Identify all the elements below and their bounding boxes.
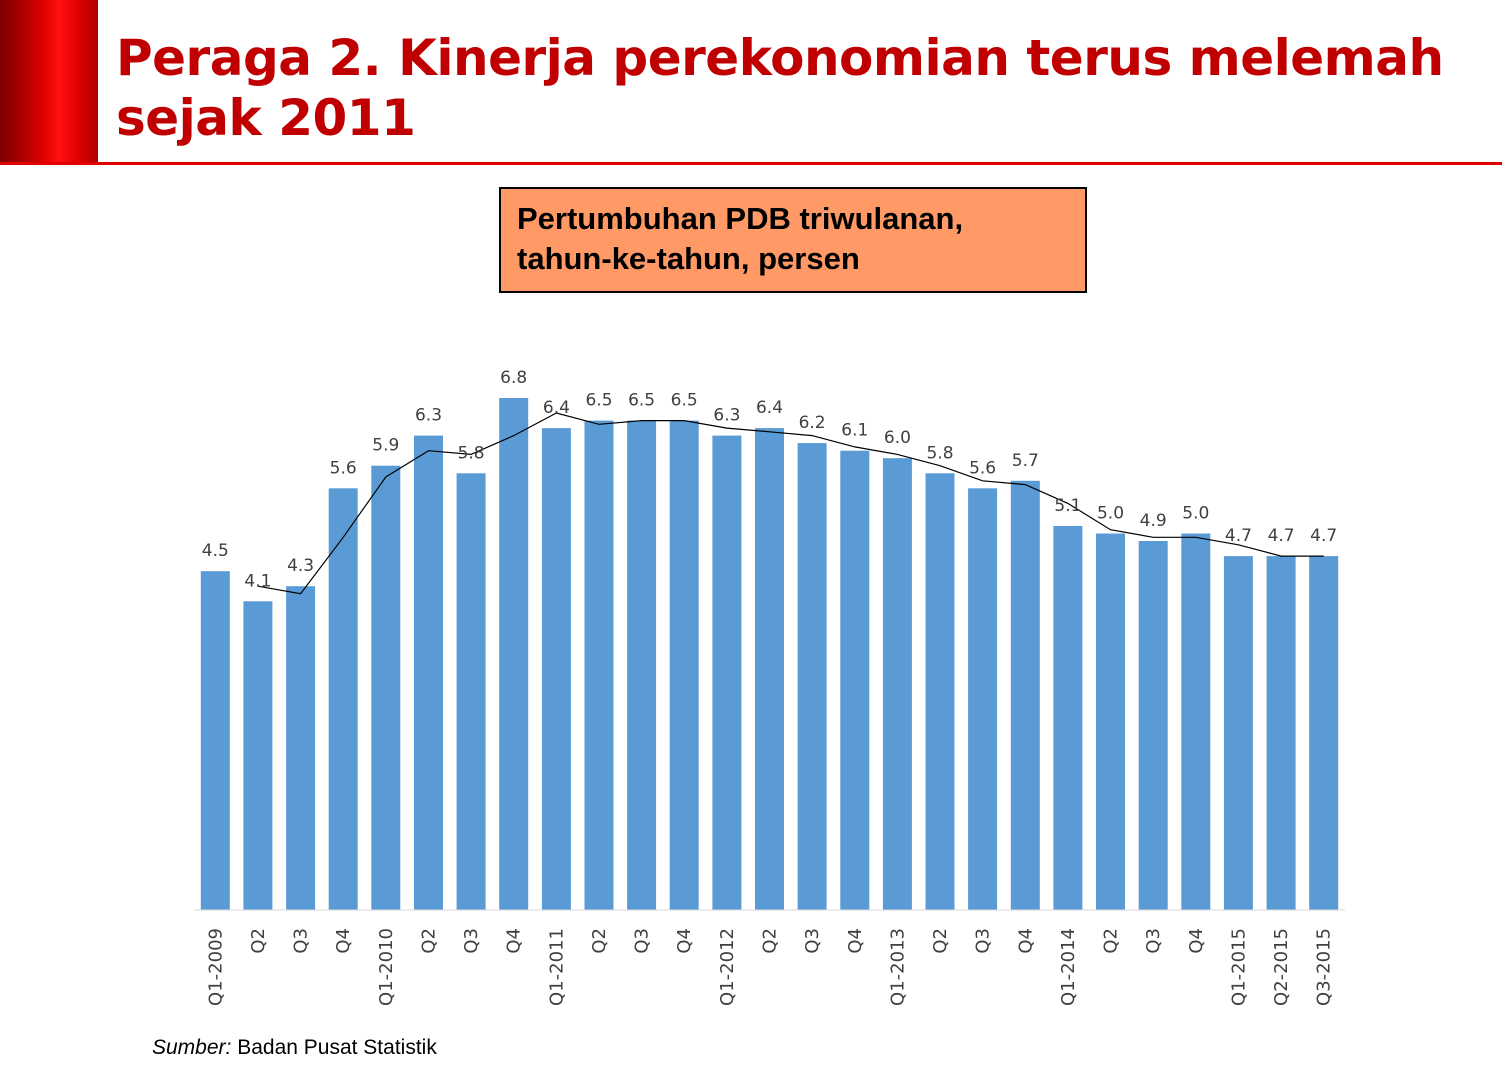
x-tick-label: Q2 — [930, 928, 951, 954]
bar-value-label: 4.3 — [287, 556, 314, 576]
bar-20 — [1010, 480, 1040, 910]
bar-21 — [1053, 526, 1083, 910]
bar-value-label: 4.1 — [244, 571, 271, 591]
x-tick-label: Q3 — [461, 928, 482, 954]
bar-value-label: 5.1 — [1054, 496, 1081, 516]
bar-value-label: 4.7 — [1225, 526, 1252, 546]
x-tick-label: Q2 — [589, 928, 610, 954]
bar-2 — [243, 601, 273, 910]
bar-value-label: 4.7 — [1310, 526, 1337, 546]
bar-value-label: 6.5 — [585, 391, 612, 411]
x-tick-label: Q1-2010 — [376, 928, 397, 1006]
bar-9 — [541, 428, 571, 910]
source-note: Sumber: Badan Pusat Statistik — [152, 1036, 437, 1060]
bar-value-label: 6.5 — [671, 391, 698, 411]
x-tick-label: Q4 — [1015, 928, 1036, 954]
source-prefix: Sumber: — [152, 1036, 232, 1059]
x-tick-label: Q2 — [248, 928, 269, 954]
bar-value-label: 5.6 — [969, 458, 996, 478]
bar-value-label: 6.5 — [628, 391, 655, 411]
x-tick-label: Q3 — [1143, 928, 1164, 954]
bar-value-label: 5.0 — [1182, 504, 1209, 524]
x-tick-label: Q2-2015 — [1271, 928, 1292, 1006]
bar-value-label: 6.0 — [884, 428, 911, 448]
bar-value-label: 4.7 — [1268, 526, 1295, 546]
x-tick-label: Q3 — [632, 928, 653, 954]
bars-group — [200, 398, 1339, 910]
x-tick-label: Q4 — [1186, 928, 1207, 954]
chart-subtitle: tahun-ke-tahun, persen — [517, 241, 860, 276]
bar-value-label: 5.8 — [926, 443, 953, 463]
x-tick-label: Q2 — [419, 928, 440, 954]
bar-value-label: 6.3 — [415, 406, 442, 426]
x-tick-label: Q4 — [333, 928, 354, 954]
chart-title-box: Pertumbuhan PDB triwulanan, tahun-ke-tah… — [499, 187, 1087, 293]
x-tick-label: Q3 — [973, 928, 994, 954]
x-tick-label: Q1-2012 — [717, 928, 738, 1006]
bar-value-label: 5.7 — [1012, 451, 1039, 471]
bar-19 — [968, 488, 998, 910]
title-accent-bar — [0, 0, 98, 163]
bar-value-label: 6.8 — [500, 368, 527, 388]
trend-line — [257, 412, 1324, 595]
x-tick-label: Q3 — [802, 928, 823, 954]
bar-17 — [882, 458, 912, 910]
bar-4 — [328, 488, 358, 910]
bar-24 — [1181, 533, 1211, 910]
x-tick-label: Q1-2013 — [887, 928, 908, 1006]
bar-value-label: 6.4 — [543, 398, 570, 418]
bar-5 — [371, 465, 401, 910]
bar-value-label: 5.8 — [458, 443, 485, 463]
title-divider — [0, 162, 1502, 165]
x-tick-label: Q4 — [504, 928, 525, 954]
bar-value-label: 6.1 — [841, 421, 868, 441]
bar-value-label: 4.9 — [1140, 511, 1167, 531]
x-tick-label: Q2 — [760, 928, 781, 954]
x-tick-label: Q1-2014 — [1058, 928, 1079, 1006]
bar-25 — [1223, 556, 1253, 910]
chart-title: Pertumbuhan PDB triwulanan, — [517, 201, 964, 236]
x-tick-label: Q2 — [1101, 928, 1122, 954]
bar-7 — [456, 473, 486, 910]
bar-value-label: 5.0 — [1097, 504, 1124, 524]
bar-13 — [712, 435, 742, 910]
x-tick-label: Q3-2015 — [1314, 928, 1335, 1006]
bar-6 — [414, 435, 443, 910]
bar-18 — [925, 473, 955, 910]
bar-value-label: 4.5 — [202, 541, 229, 561]
bar-3 — [286, 586, 316, 910]
bar-23 — [1138, 541, 1168, 910]
bar-value-label: 6.3 — [713, 406, 740, 426]
bar-27 — [1309, 556, 1339, 910]
x-tick-label: Q1-2009 — [205, 928, 226, 1006]
page-title: Peraga 2. Kinerja perekonomian terus mel… — [116, 29, 1444, 147]
bar-14 — [755, 428, 784, 910]
bar-value-label: 5.6 — [330, 458, 357, 478]
bar-value-label: 6.2 — [799, 413, 826, 433]
bar-8 — [499, 398, 529, 910]
bar-value-label: 5.9 — [372, 436, 399, 456]
bar-16 — [840, 450, 870, 910]
bar-1 — [200, 571, 230, 910]
bar-15 — [797, 443, 827, 910]
x-tick-labels-group: Q1-2009 Q2 Q3 Q4 Q1-2010 Q2 Q3 Q4 Q1-2011 Q2 Q3 Q4 Q… — [205, 928, 1334, 1006]
bar-26 — [1266, 556, 1296, 910]
bar-labels-group: 4.5 4.1 4.3 5.6 5.9 6.3 5.8 6.8 6.4 6.5 6.5 6.5 6.3 6… — [202, 368, 1337, 591]
bar-12 — [669, 420, 699, 910]
x-tick-label: Q1-2011 — [546, 928, 567, 1006]
bar-10 — [584, 420, 614, 910]
x-tick-label: Q4 — [674, 928, 695, 954]
bar-value-label: 6.4 — [756, 398, 783, 418]
x-tick-label: Q4 — [845, 928, 866, 954]
source-text: Badan Pusat Statistik — [231, 1036, 437, 1059]
bar-22 — [1096, 533, 1125, 910]
bar-11 — [627, 420, 657, 910]
x-tick-label: Q1-2015 — [1228, 928, 1249, 1006]
x-tick-label: Q3 — [291, 928, 312, 954]
